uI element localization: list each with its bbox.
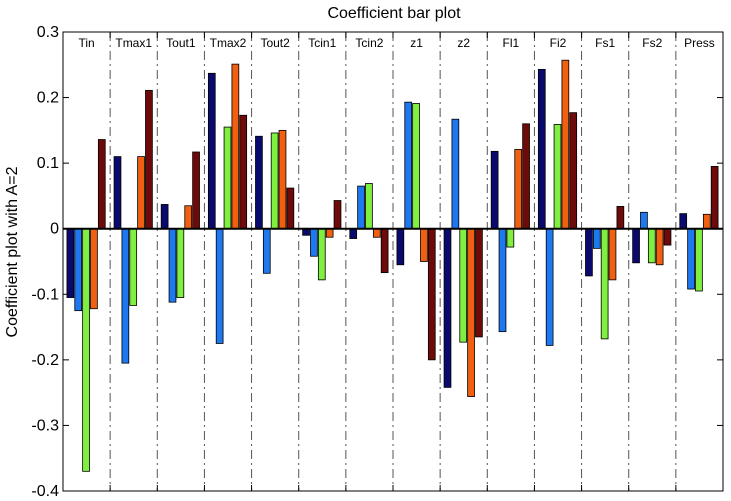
bar <box>380 228 389 274</box>
bar <box>278 129 287 230</box>
bar <box>687 228 695 290</box>
bar <box>695 228 703 292</box>
category-label: Tcin2 <box>355 36 383 50</box>
bar <box>184 205 193 230</box>
y-tick-label: 0.1 <box>37 155 59 172</box>
bar <box>600 228 609 340</box>
bar <box>255 135 263 230</box>
bar <box>74 228 83 312</box>
bar <box>333 200 342 230</box>
bar <box>647 228 656 264</box>
y-tick-label: -0.2 <box>31 352 59 369</box>
category-label: Tmax1 <box>115 36 152 50</box>
bar <box>490 150 499 230</box>
category-label: Press <box>684 36 715 50</box>
bar <box>192 151 200 230</box>
bar <box>498 228 507 333</box>
bar <box>537 68 546 230</box>
bar <box>545 228 554 346</box>
bar <box>66 228 75 298</box>
bar <box>310 228 318 257</box>
bar <box>506 228 515 248</box>
bar <box>640 211 648 230</box>
bar <box>113 156 122 230</box>
category-label: Tcin1 <box>308 36 336 50</box>
category-label: Fs1 <box>595 36 615 50</box>
bar <box>160 204 169 230</box>
plot-frame <box>62 31 724 492</box>
y-tick-label: -0.3 <box>31 417 59 434</box>
chart-title: Coefficient bar plot <box>327 5 461 22</box>
category-label: Fs2 <box>642 36 662 50</box>
bar <box>145 89 153 230</box>
bar <box>702 213 711 230</box>
category-label: Fi2 <box>550 36 567 50</box>
bar <box>215 228 224 344</box>
bar <box>223 126 232 230</box>
bar <box>137 156 145 230</box>
bar <box>412 103 420 230</box>
bar <box>129 228 138 306</box>
bar <box>632 228 640 264</box>
bar <box>467 228 475 397</box>
y-tick-label: 0.3 <box>37 24 59 41</box>
bar <box>396 228 405 266</box>
bar <box>522 123 530 230</box>
category-label: Tout2 <box>260 36 290 50</box>
bar <box>207 72 216 230</box>
category-label: z1 <box>410 36 423 50</box>
bar <box>404 101 413 230</box>
y-tick-label: -0.4 <box>31 483 59 500</box>
bar <box>317 228 326 281</box>
category-label: Tmax2 <box>210 36 247 50</box>
bar <box>679 213 688 230</box>
bar <box>121 228 130 364</box>
bar <box>357 185 365 230</box>
bar <box>420 228 428 262</box>
bar <box>231 63 240 230</box>
bar <box>443 228 452 388</box>
bar <box>608 228 617 281</box>
bar <box>262 228 271 274</box>
bar <box>655 228 664 266</box>
bar <box>475 228 483 338</box>
bar <box>286 187 295 230</box>
y-tick-label: 0.2 <box>37 90 59 107</box>
bar <box>90 228 98 310</box>
bar <box>592 228 601 249</box>
bar <box>239 114 248 230</box>
y-axis-label: Coefficient plot with A=2 <box>4 166 21 337</box>
bar <box>616 206 625 230</box>
bar <box>349 228 358 239</box>
category-label: Fl1 <box>503 36 520 50</box>
y-tick-label: -0.1 <box>31 286 59 303</box>
bar <box>325 228 334 238</box>
bar <box>365 183 373 230</box>
bar <box>663 228 672 246</box>
bar <box>176 228 185 298</box>
bar <box>459 228 468 343</box>
bar <box>451 118 460 230</box>
bar <box>97 139 106 230</box>
bar <box>585 228 593 277</box>
bar <box>553 124 562 230</box>
bar <box>514 148 523 230</box>
y-tick-label: 0 <box>50 221 59 238</box>
category-label: z2 <box>457 36 470 50</box>
bar <box>372 228 381 238</box>
bar <box>427 228 436 361</box>
category-label: Tin <box>78 36 94 50</box>
category-label: Tout1 <box>166 36 196 50</box>
bar <box>82 228 90 472</box>
plot-area: Tin Tmax1 Tout1 Tmax2 Tout2 Tcin1 Tcin2 z1 z2 Fl1… <box>31 24 723 500</box>
bar <box>710 166 719 230</box>
bar <box>270 132 279 230</box>
bar <box>168 228 177 303</box>
bar <box>561 59 570 230</box>
bar <box>569 112 578 230</box>
